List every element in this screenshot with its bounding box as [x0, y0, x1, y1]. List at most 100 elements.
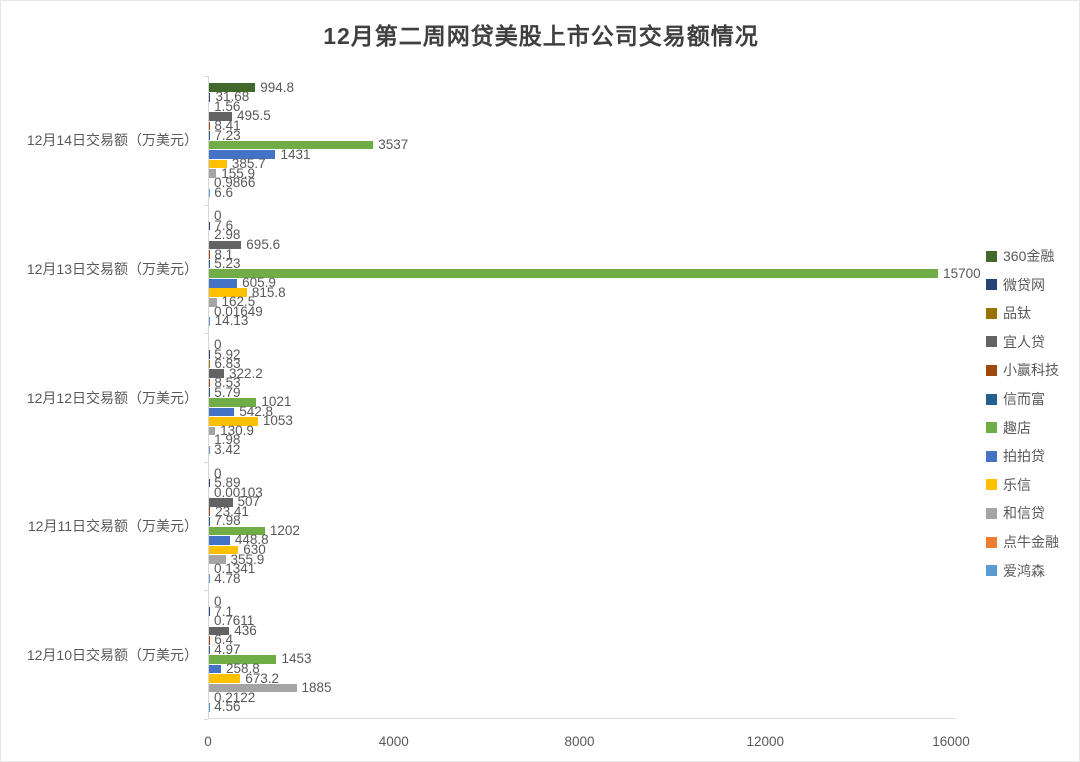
bar-value-label: 0.01649: [214, 303, 263, 319]
legend-item-小赢科技: 小赢科技: [986, 360, 1059, 380]
bar-value-label: 1.56: [214, 98, 241, 114]
bar-value-label: 8.53: [214, 375, 241, 391]
bar-value-label: 7.98: [214, 513, 241, 529]
bar-和信贷: [209, 683, 297, 693]
legend-label: 爱鸿森: [1003, 562, 1045, 579]
bar-趣店: [209, 526, 265, 536]
bar-和信贷: [209, 555, 226, 564]
bar-value-label: 1021: [261, 394, 292, 410]
legend-label: 拍拍贷: [1003, 448, 1045, 465]
bar-value-label: 7.6: [214, 217, 234, 233]
x-tick-label: 0: [204, 734, 212, 749]
category-axis-tick: [204, 590, 208, 592]
bar-value-label: 994.8: [260, 79, 294, 95]
bar-和信贷: [209, 298, 217, 307]
bar-乐信: [209, 545, 239, 555]
bar-value-label: 6.83: [214, 356, 241, 372]
category-label: 12月13日交易额（万美元）: [26, 260, 198, 277]
bar-value-label: 495.5: [237, 108, 271, 124]
bar-value-label: 162.5: [221, 294, 256, 310]
legend-label: 点牛金融: [1003, 534, 1059, 550]
bar-value-label: 695.6: [246, 237, 281, 253]
legend-swatch-icon: [986, 507, 997, 519]
legend-swatch-icon: [986, 565, 997, 577]
bar-value-label: 5.79: [214, 384, 241, 400]
bar-value-label: 4.78: [214, 570, 241, 586]
legend-label: 和信贷: [1003, 505, 1045, 522]
bar-value-label: 0.1341: [214, 561, 256, 577]
legend-item-360金融: 360金融: [986, 246, 1054, 266]
bar-value-label: 0.7611: [214, 613, 255, 629]
legend-swatch-icon: [986, 336, 997, 348]
bar-乐信: [209, 417, 258, 426]
legend-swatch-icon: [986, 450, 997, 462]
bar-趣店: [209, 140, 374, 150]
bar-趣店: [209, 655, 277, 664]
legend-label: 小赢科技: [1003, 362, 1059, 379]
bar-value-label: 7.23: [214, 127, 241, 143]
legend-swatch-icon: [986, 393, 997, 405]
legend-item-爱鸿森: 爱鸿森: [986, 561, 1045, 581]
bar-value-label: 3537: [378, 137, 409, 153]
bar-乐信: [209, 674, 241, 683]
x-tick-label: 8000: [564, 734, 595, 749]
legend-label: 趣店: [1003, 419, 1031, 436]
bar-value-label: 6.4: [214, 632, 234, 648]
bar-value-label: 4.97: [214, 641, 241, 657]
bar-value-label: 448.8: [234, 532, 269, 548]
bar-value-label: 605.9: [242, 275, 276, 291]
bar-value-label: 0.2122: [214, 689, 256, 705]
bar-value-label: 258.8: [226, 661, 260, 677]
bar-value-label: 2.98: [214, 227, 241, 243]
category-label: 12月14日交易额（万美元）: [26, 132, 198, 149]
bar-value-label: 322.2: [228, 365, 263, 381]
legend-swatch-icon: [986, 479, 997, 491]
category-label: 12月12日交易额（万美元）: [26, 389, 198, 406]
category-axis-tick: [204, 333, 208, 335]
bar-value-label: 436: [234, 622, 257, 638]
bar-value-label: 23.41: [215, 503, 249, 519]
bar-乐信: [209, 159, 227, 169]
category-label: 12月11日交易额（万美元）: [27, 518, 198, 535]
legend-label: 微贷网: [1003, 276, 1045, 293]
legend-label: 信而富: [1003, 391, 1045, 407]
bar-value-label: 14.13: [214, 313, 249, 329]
bar-value-label: 5.92: [214, 346, 241, 362]
bar-value-label: 31.68: [215, 89, 250, 105]
bar-value-label: 507: [237, 494, 261, 510]
legend-item-趣店: 趣店: [986, 418, 1031, 438]
bar-value-label: 155.9: [221, 165, 256, 181]
bar-拍拍贷: [209, 278, 238, 288]
bar-爱鸿森: [209, 317, 210, 326]
bar-value-label: 673.2: [245, 670, 280, 686]
bar-value-label: 0.9866: [214, 175, 256, 191]
category-label: 12月10日交易额（万美元）: [26, 646, 198, 663]
legend-label: 品钛: [1003, 305, 1031, 322]
bar-value-label: 0: [214, 208, 222, 224]
bar-value-label: 3.42: [214, 442, 241, 458]
legend-item-信而富: 信而富: [986, 389, 1045, 409]
bar-value-label: 0: [214, 336, 222, 352]
legend-swatch-icon: [986, 250, 997, 262]
bar-value-label: 0.00103: [214, 484, 263, 500]
bar-value-label: 1.98: [214, 432, 241, 448]
legend-label: 宜人贷: [1003, 333, 1045, 350]
category-axis-tick: [204, 76, 208, 77]
bar-拍拍贷: [209, 664, 222, 674]
bar-趣店: [209, 269, 939, 278]
bar-value-label: 1053: [262, 413, 293, 429]
bar-宜人贷: [209, 112, 232, 121]
x-tick-label: 12000: [746, 734, 785, 749]
bar-value-label: 542.8: [239, 403, 273, 419]
bar-value-label: 5.89: [214, 475, 241, 491]
bar-趣店: [209, 397, 257, 407]
category-axis-tick: [204, 204, 208, 206]
bar-value-label: 8.1: [214, 246, 234, 262]
bar-拍拍贷: [209, 150, 276, 159]
bar-宜人贷: [209, 369, 224, 378]
bar-value-label: 0: [214, 594, 222, 610]
bar-value-label: 130.9: [220, 422, 254, 438]
bar-乐信: [209, 288, 247, 298]
bar-value-label: 7.1: [214, 603, 234, 619]
x-tick-label: 4000: [378, 734, 409, 749]
